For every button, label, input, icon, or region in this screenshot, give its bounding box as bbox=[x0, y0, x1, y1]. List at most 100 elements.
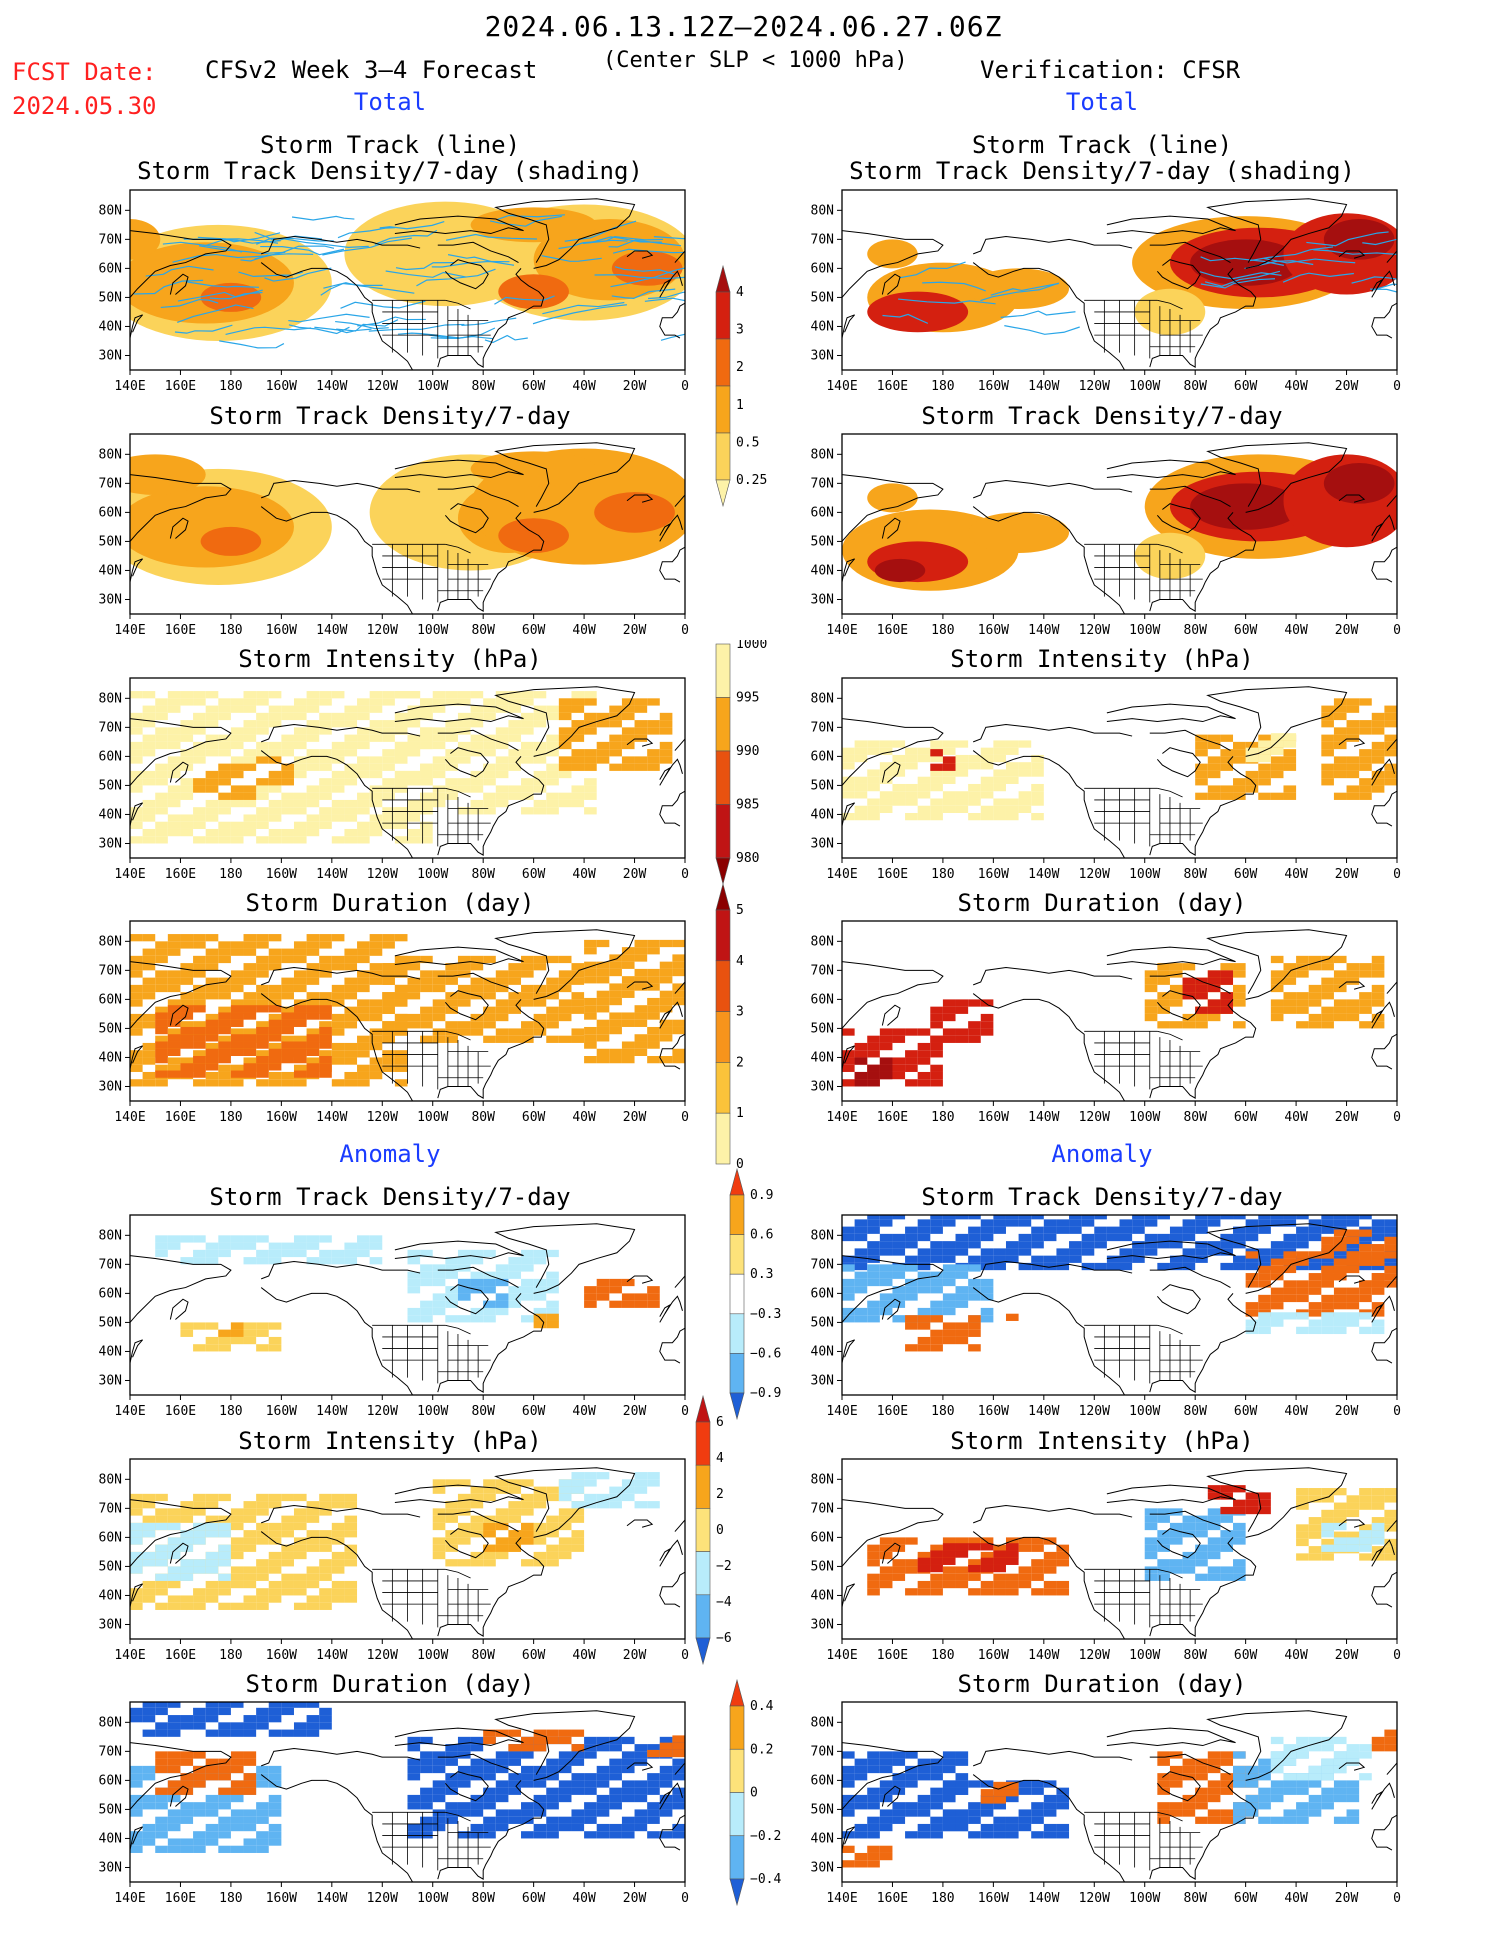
map-verif-anom-intensity: 80N 70N 60N 50N 40N 30N 140E 160E 180 160W 140W 120… bbox=[792, 1458, 1405, 1667]
lon-label: 160W bbox=[978, 623, 1009, 638]
lat-label: 70N bbox=[811, 476, 834, 491]
lon-label: 100W bbox=[417, 1648, 448, 1663]
lon-label: 20W bbox=[1335, 1891, 1359, 1906]
lon-label: 20W bbox=[623, 1891, 647, 1906]
lat-label: 60N bbox=[811, 1773, 834, 1788]
lon-label: 40W bbox=[572, 867, 596, 882]
lon-label: 60W bbox=[522, 1891, 546, 1906]
lon-label: 180 bbox=[219, 623, 242, 638]
lat-label: 30N bbox=[811, 1079, 834, 1094]
lat-label: 60N bbox=[811, 992, 834, 1007]
lon-label: 0 bbox=[1393, 1404, 1401, 1419]
colorbar-label: −0.4 bbox=[750, 1872, 781, 1887]
lat-label: 30N bbox=[99, 348, 122, 363]
colorbar-label: 2 bbox=[736, 1055, 744, 1070]
lon-label: 180 bbox=[219, 867, 242, 882]
lat-label: 70N bbox=[99, 232, 122, 247]
lat-label: 60N bbox=[811, 505, 834, 520]
lon-label: 180 bbox=[219, 1110, 242, 1125]
lon-label: 160E bbox=[877, 1648, 908, 1663]
map-fcst-track: 80N 70N 60N 50N 40N 30N 140E 160E 180 160W 140W 120… bbox=[80, 189, 693, 398]
lat-label: 30N bbox=[99, 836, 122, 851]
lat-label: 60N bbox=[99, 505, 122, 520]
lat-label: 60N bbox=[811, 749, 834, 764]
colorbar-label: 4 bbox=[736, 285, 744, 300]
colorbar-label: 6 bbox=[716, 1415, 724, 1430]
lon-label: 180 bbox=[219, 1404, 242, 1419]
lon-label: 140E bbox=[826, 1891, 857, 1906]
lon-label: 40W bbox=[1284, 623, 1308, 638]
lon-label: 100W bbox=[1129, 1648, 1160, 1663]
panel-title-anom-intensity-left: Storm Intensity (hPa) bbox=[238, 1427, 542, 1455]
lon-label: 40W bbox=[1284, 1648, 1308, 1663]
lon-label: 100W bbox=[417, 1110, 448, 1125]
lat-label: 40N bbox=[99, 563, 122, 578]
colorbar-label: −0.2 bbox=[750, 1829, 781, 1844]
colorbar-label: 0.6 bbox=[750, 1228, 773, 1243]
lat-label: 40N bbox=[99, 319, 122, 334]
lat-label: 80N bbox=[99, 203, 122, 218]
colorbar-label: 0.2 bbox=[750, 1742, 773, 1757]
lat-label: 40N bbox=[811, 1344, 834, 1359]
lon-label: 40W bbox=[572, 379, 596, 394]
colorbar-label: −0.3 bbox=[750, 1307, 781, 1322]
lon-label: 20W bbox=[1335, 379, 1359, 394]
lon-label: 160E bbox=[877, 379, 908, 394]
lon-label: 160W bbox=[266, 379, 297, 394]
lat-label: 40N bbox=[99, 1831, 122, 1846]
lon-label: 80W bbox=[471, 1648, 495, 1663]
lon-label: 0 bbox=[681, 1404, 689, 1419]
lon-label: 140E bbox=[114, 623, 145, 638]
panel-title-anom-density-right: Storm Track Density/7-day bbox=[921, 1183, 1283, 1211]
lat-label: 70N bbox=[99, 1257, 122, 1272]
lon-label: 100W bbox=[1129, 1110, 1160, 1125]
lat-label: 70N bbox=[99, 720, 122, 735]
forecast-title: CFSv2 Week 3–4 Forecast bbox=[205, 56, 538, 84]
lon-label: 80W bbox=[471, 379, 495, 394]
lon-label: 140W bbox=[1028, 379, 1059, 394]
colorbar-label: 985 bbox=[736, 798, 759, 813]
lon-label: 40W bbox=[1284, 1891, 1308, 1906]
lon-label: 160W bbox=[266, 867, 297, 882]
lon-label: 20W bbox=[1335, 867, 1359, 882]
lat-label: 40N bbox=[99, 807, 122, 822]
lat-label: 70N bbox=[811, 1744, 834, 1759]
lon-label: 40W bbox=[1284, 867, 1308, 882]
lon-label: 100W bbox=[1129, 1404, 1160, 1419]
lon-label: 100W bbox=[417, 1891, 448, 1906]
panel-title-density-right: Storm Track Density/7-day bbox=[921, 402, 1283, 430]
lat-label: 40N bbox=[99, 1050, 122, 1065]
lon-label: 140W bbox=[316, 867, 347, 882]
lon-label: 160W bbox=[978, 1404, 1009, 1419]
panel-title-anom-duration-left: Storm Duration (day) bbox=[245, 1670, 535, 1698]
panel-title-intensity-right: Storm Intensity (hPa) bbox=[950, 645, 1254, 673]
lon-label: 120W bbox=[367, 867, 398, 882]
lat-label: 50N bbox=[99, 1315, 122, 1330]
lon-label: 180 bbox=[219, 1891, 242, 1906]
lon-label: 140E bbox=[826, 623, 857, 638]
lon-label: 140E bbox=[114, 379, 145, 394]
lat-label: 50N bbox=[99, 1021, 122, 1036]
colorbar-label: 2 bbox=[716, 1487, 724, 1502]
lat-label: 60N bbox=[811, 1530, 834, 1545]
lon-label: 20W bbox=[623, 1110, 647, 1125]
lon-label: 140W bbox=[316, 1404, 347, 1419]
panel-title-anom-duration-right: Storm Duration (day) bbox=[957, 1670, 1247, 1698]
lat-label: 50N bbox=[99, 534, 122, 549]
lon-label: 80W bbox=[1183, 623, 1207, 638]
lon-label: 60W bbox=[1234, 379, 1258, 394]
panel-title-density-left: Storm Track Density/7-day bbox=[209, 402, 571, 430]
lon-label: 160W bbox=[266, 1648, 297, 1663]
lon-label: 100W bbox=[417, 379, 448, 394]
lon-label: 140W bbox=[316, 1648, 347, 1663]
map-verif-density: 80N 70N 60N 50N 40N 30N 140E 160E 180 160W 140W 120… bbox=[792, 433, 1405, 642]
lon-label: 160E bbox=[877, 867, 908, 882]
lon-label: 120W bbox=[1079, 379, 1110, 394]
colorbar-label: 5 bbox=[736, 903, 744, 918]
lon-label: 120W bbox=[367, 623, 398, 638]
lon-label: 140W bbox=[316, 623, 347, 638]
lat-label: 40N bbox=[811, 1050, 834, 1065]
panel-title-track-shading-left: Storm Track Density/7-day (shading) bbox=[137, 157, 643, 185]
colorbar-total-intensity: 1000 995 990 985 980 bbox=[712, 637, 782, 924]
lon-label: 140E bbox=[114, 1404, 145, 1419]
